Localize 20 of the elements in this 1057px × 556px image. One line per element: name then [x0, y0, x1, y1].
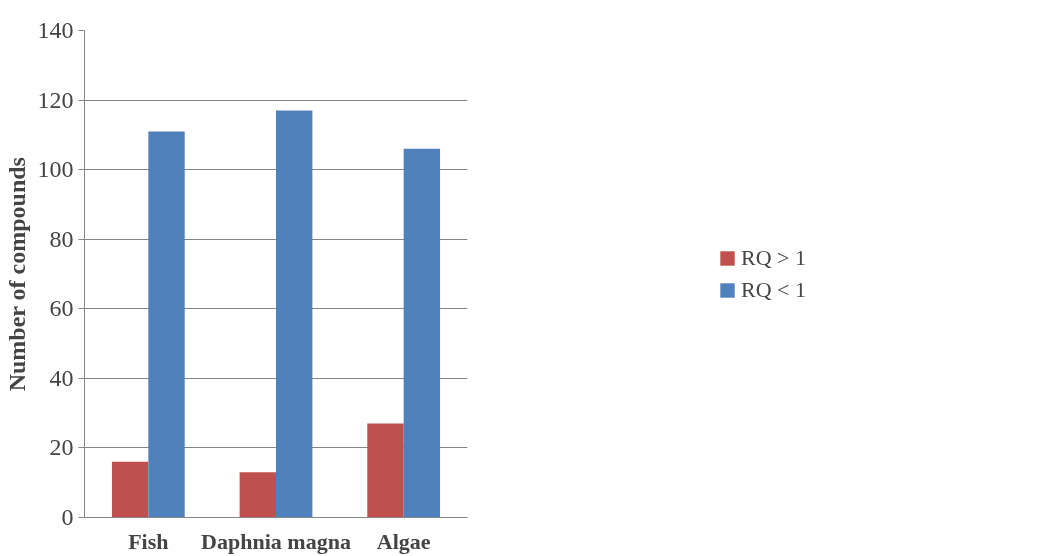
bar [111, 461, 149, 518]
y-tick-label: 0 [61, 504, 74, 530]
bar [367, 423, 404, 518]
y-tick-label: 60 [49, 295, 74, 322]
x-tick-label: Daphnia magna [201, 528, 351, 554]
legend-label: RQ > 1 [741, 244, 806, 271]
y-tick-label: 20 [49, 434, 74, 461]
bar [276, 110, 313, 518]
y-tick-label: 100 [37, 156, 74, 183]
y-tick-label: 140 [37, 17, 74, 43]
bar [148, 131, 185, 518]
y-tick-label: 40 [49, 364, 74, 391]
bar [403, 148, 441, 518]
x-tick-label: Algae [376, 528, 431, 554]
y-axis-title: Number of compounds [3, 157, 30, 392]
legend-label: RQ < 1 [741, 276, 806, 303]
y-tick-label: 80 [49, 225, 74, 252]
x-tick-label: Fish [128, 528, 169, 554]
bar [239, 472, 276, 518]
y-tick-label: 120 [37, 86, 74, 113]
